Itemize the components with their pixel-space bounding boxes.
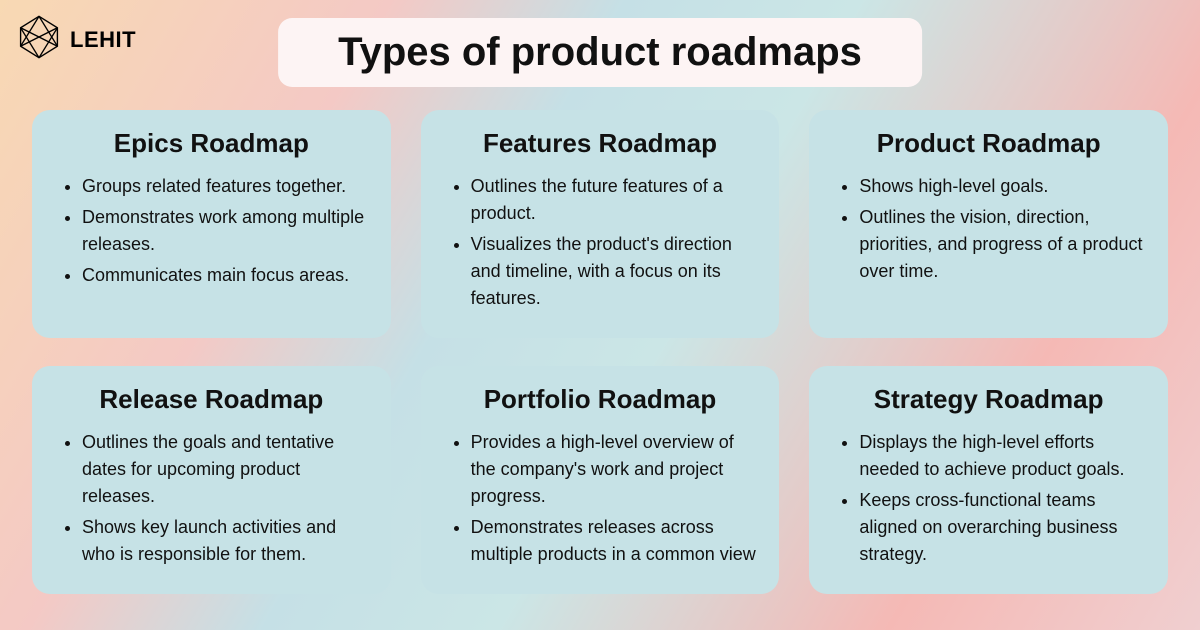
card-bullets: Outlines the goals and tentative dates f… [54, 429, 369, 568]
card-title: Portfolio Roadmap [443, 384, 758, 415]
brand-name: LEHIT [70, 27, 136, 53]
card-portfolio-roadmap: Portfolio Roadmap Provides a high-level … [421, 366, 780, 594]
card-epics-roadmap: Epics Roadmap Groups related features to… [32, 110, 391, 338]
bullet: Communicates main focus areas. [82, 262, 369, 289]
bullet: Demonstrates releases across multiple pr… [471, 514, 758, 568]
card-release-roadmap: Release Roadmap Outlines the goals and t… [32, 366, 391, 594]
card-title: Product Roadmap [831, 128, 1146, 159]
bullet: Shows high-level goals. [859, 173, 1146, 200]
bullet: Outlines the future features of a produc… [471, 173, 758, 227]
bullet: Keeps cross-functional teams aligned on … [859, 487, 1146, 568]
card-title: Release Roadmap [54, 384, 369, 415]
card-bullets: Provides a high-level overview of the co… [443, 429, 758, 568]
bullet: Visualizes the product's direction and t… [471, 231, 758, 312]
cards-grid: Epics Roadmap Groups related features to… [32, 110, 1168, 594]
bullet: Outlines the vision, direction, prioriti… [859, 204, 1146, 285]
card-bullets: Shows high-level goals. Outlines the vis… [831, 173, 1146, 285]
infographic-canvas: LEHIT Types of product roadmaps Epics Ro… [0, 0, 1200, 630]
title-pill: Types of product roadmaps [278, 18, 922, 87]
polyhedron-icon [16, 14, 62, 65]
brand-lockup: LEHIT [16, 14, 136, 65]
card-bullets: Outlines the future features of a produc… [443, 173, 758, 312]
card-strategy-roadmap: Strategy Roadmap Displays the high-level… [809, 366, 1168, 594]
card-bullets: Groups related features together. Demons… [54, 173, 369, 289]
card-bullets: Displays the high-level efforts needed t… [831, 429, 1146, 568]
card-product-roadmap: Product Roadmap Shows high-level goals. … [809, 110, 1168, 338]
page-title: Types of product roadmaps [338, 30, 862, 75]
bullet: Outlines the goals and tentative dates f… [82, 429, 369, 510]
card-features-roadmap: Features Roadmap Outlines the future fea… [421, 110, 780, 338]
card-title: Strategy Roadmap [831, 384, 1146, 415]
bullet: Demonstrates work among multiple release… [82, 204, 369, 258]
bullet: Groups related features together. [82, 173, 369, 200]
card-title: Epics Roadmap [54, 128, 369, 159]
bullet: Displays the high-level efforts needed t… [859, 429, 1146, 483]
bullet: Shows key launch activities and who is r… [82, 514, 369, 568]
card-title: Features Roadmap [443, 128, 758, 159]
bullet: Provides a high-level overview of the co… [471, 429, 758, 510]
